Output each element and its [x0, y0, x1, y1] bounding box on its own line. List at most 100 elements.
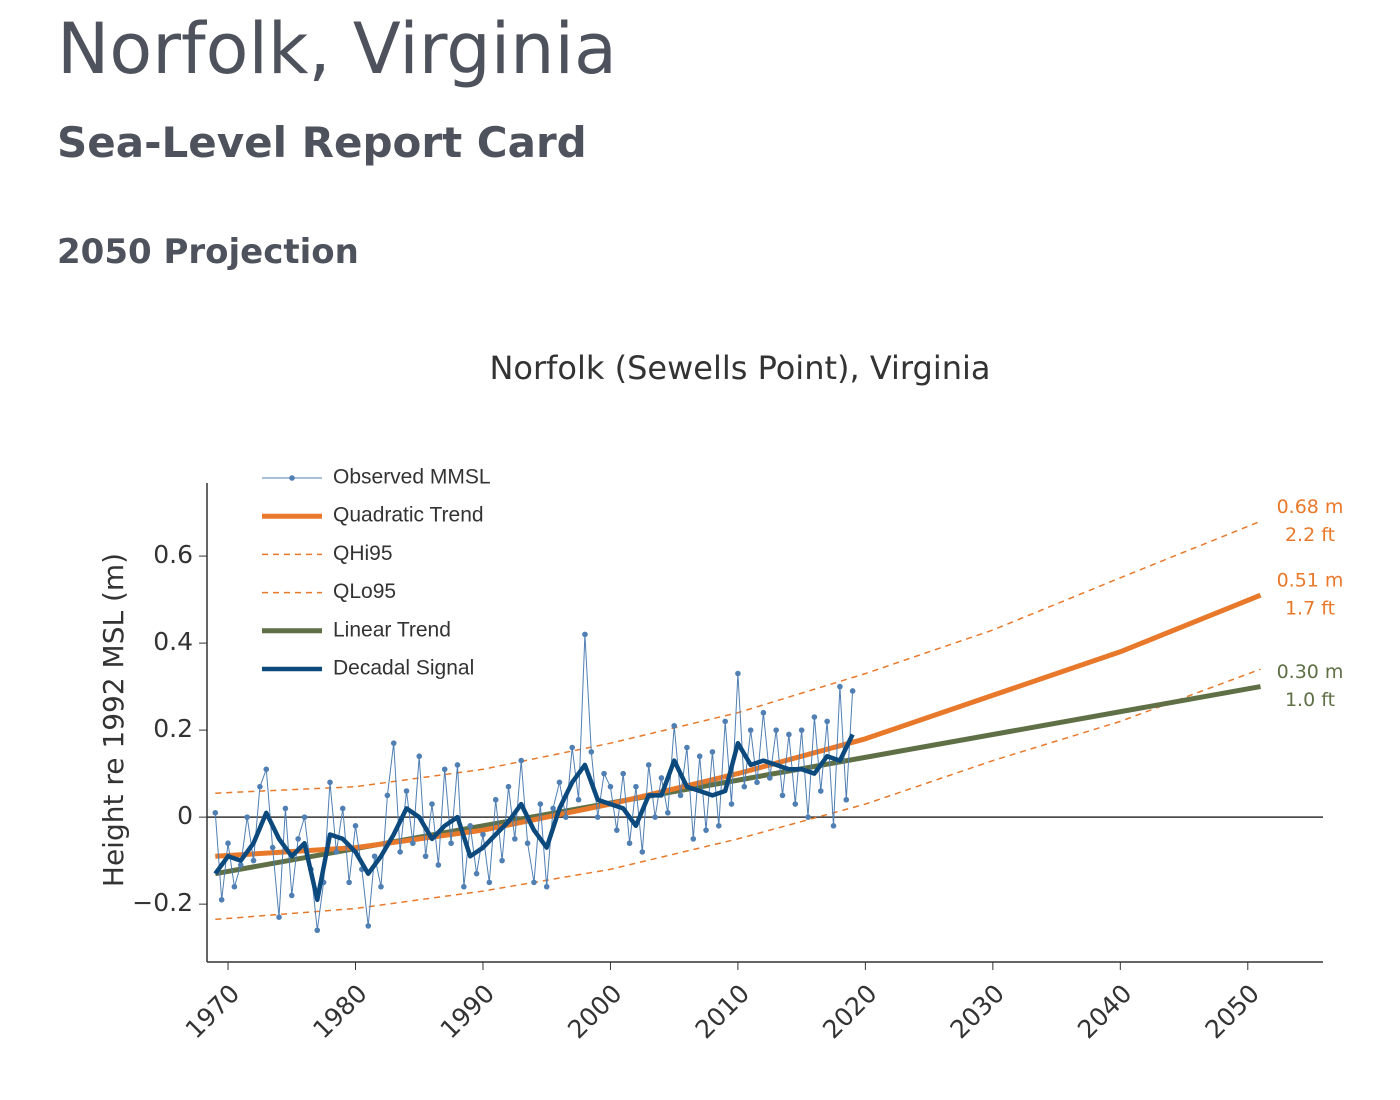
- series-line: [213, 733, 855, 903]
- data-point: [588, 749, 595, 755]
- data-point: [301, 814, 308, 820]
- data-point: [594, 814, 601, 820]
- chart-title: Norfolk (Sewells Point), Virginia: [489, 349, 990, 387]
- data-point: [760, 709, 767, 716]
- legend-marker: [289, 475, 295, 481]
- data-point: [703, 827, 709, 833]
- data-point: [339, 805, 346, 812]
- y-tick-label: −0.2: [132, 888, 193, 917]
- data-point: [352, 823, 359, 829]
- data-point: [473, 870, 480, 877]
- data-point: [512, 836, 518, 842]
- end-label: 0.30 m: [1277, 661, 1344, 683]
- data-point: [269, 844, 276, 851]
- data-point: [735, 670, 741, 677]
- data-point: [556, 779, 563, 786]
- x-tick-label: 2030: [945, 979, 1010, 1044]
- data-point: [237, 862, 244, 868]
- end-label: 0.51 m: [1277, 570, 1344, 592]
- data-point: [843, 796, 850, 803]
- data-point: [563, 814, 569, 820]
- data-point: [601, 770, 607, 777]
- data-point: [620, 770, 626, 777]
- data-point: [346, 879, 352, 886]
- data-point: [390, 740, 397, 746]
- data-point: [550, 805, 556, 812]
- x-tick-label: 2000: [562, 979, 627, 1044]
- data-point: [805, 814, 811, 820]
- data-point: [244, 814, 250, 820]
- data-point: [690, 836, 697, 842]
- data-point: [435, 862, 442, 868]
- data-point: [811, 714, 818, 720]
- y-tick-label: 0.4: [153, 627, 193, 656]
- data-point: [747, 727, 754, 733]
- data-point: [371, 853, 378, 860]
- data-point: [441, 766, 448, 773]
- x-tick-label: 2010: [690, 979, 755, 1044]
- legend-label: Decadal Signal: [333, 657, 474, 680]
- data-point: [665, 809, 671, 816]
- data-point: [671, 722, 677, 729]
- data-point: [786, 731, 792, 738]
- data-point: [378, 883, 384, 890]
- data-point: [754, 779, 760, 786]
- series-line: [215, 592, 1262, 859]
- data-point: [288, 892, 295, 899]
- data-point: [715, 823, 722, 829]
- data-point: [531, 879, 537, 886]
- data-point: [824, 718, 830, 725]
- data-point: [327, 779, 333, 786]
- data-point: [225, 840, 231, 847]
- legend-label: Linear Trend: [333, 618, 451, 641]
- legend-label: Quadratic Trend: [333, 504, 484, 527]
- data-point: [728, 801, 735, 807]
- y-tick-label: 0.6: [153, 540, 193, 569]
- data-point: [212, 809, 219, 816]
- section-title: 2050 Projection: [57, 232, 359, 272]
- data-point: [518, 757, 525, 764]
- data-point: [696, 753, 703, 760]
- y-tick-label: 0: [177, 801, 193, 830]
- data-point: [537, 801, 544, 807]
- data-point: [333, 849, 340, 855]
- data-point: [218, 896, 225, 903]
- end-label: 1.7 ft: [1285, 598, 1335, 620]
- data-point: [709, 749, 716, 755]
- data-point: [397, 849, 403, 855]
- data-point: [499, 857, 505, 864]
- data-point: [633, 783, 639, 790]
- end-label: 0.68 m: [1277, 496, 1344, 518]
- legend-label: Observed MMSL: [333, 466, 491, 489]
- data-point: [524, 840, 531, 847]
- end-label: 1.0 ft: [1285, 689, 1335, 711]
- legend-label: QHi95: [333, 542, 393, 565]
- data-point: [658, 775, 665, 781]
- data-point: [429, 801, 435, 807]
- data-point: [607, 783, 614, 790]
- data-point: [766, 775, 773, 781]
- page-subtitle: Sea-Level Report Card: [57, 118, 587, 167]
- data-point: [461, 883, 467, 890]
- data-point: [722, 718, 728, 725]
- data-point: [837, 683, 843, 690]
- data-point: [773, 727, 779, 733]
- data-point: [410, 840, 416, 847]
- data-point: [639, 849, 646, 855]
- data-point: [365, 923, 372, 929]
- data-point: [652, 814, 658, 820]
- data-point: [614, 827, 620, 833]
- data-point: [677, 792, 684, 799]
- data-point: [849, 688, 856, 694]
- data-point: [276, 914, 282, 920]
- data-point: [416, 753, 423, 760]
- series-line: [215, 520, 1261, 794]
- data-point: [384, 792, 391, 799]
- data-point: [480, 831, 486, 838]
- data-point: [817, 788, 824, 794]
- data-point: [257, 783, 263, 790]
- data-point: [231, 883, 238, 890]
- data-point: [454, 762, 461, 768]
- x-tick-label: 1990: [435, 979, 500, 1044]
